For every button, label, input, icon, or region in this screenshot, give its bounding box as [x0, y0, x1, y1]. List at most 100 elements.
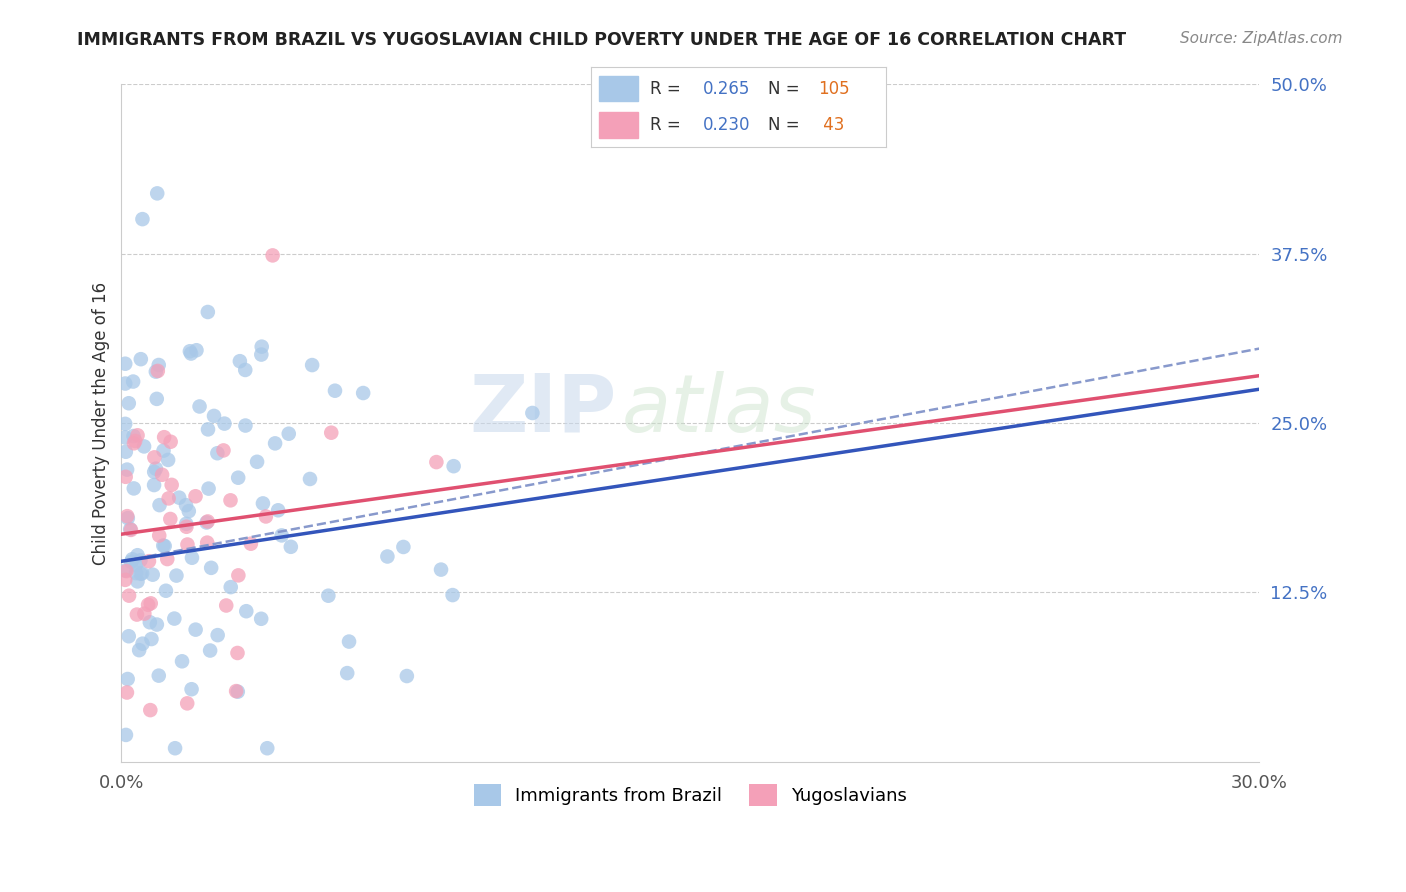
Point — [124, 434, 146, 448]
Point — [114, 357, 136, 371]
Point — [115, 564, 138, 578]
Point — [336, 666, 359, 681]
Text: 105: 105 — [818, 79, 849, 97]
Point — [277, 426, 299, 441]
Point — [215, 599, 238, 613]
Point — [148, 498, 170, 512]
Y-axis label: Child Poverty Under the Age of 16: Child Poverty Under the Age of 16 — [93, 282, 110, 565]
Point — [155, 583, 177, 598]
Point — [122, 429, 145, 443]
Point — [159, 512, 181, 526]
Point — [142, 567, 165, 582]
Point — [184, 489, 207, 503]
Point — [141, 632, 163, 646]
Point — [145, 461, 167, 475]
Point — [163, 611, 186, 625]
Point — [143, 465, 166, 479]
Point — [115, 462, 138, 476]
Point — [246, 455, 269, 469]
Point — [267, 503, 290, 517]
Text: R =: R = — [650, 79, 686, 97]
Point — [207, 446, 229, 460]
Point — [298, 472, 321, 486]
Point — [177, 504, 200, 518]
Point — [117, 672, 139, 686]
Point — [165, 741, 187, 756]
Point — [229, 354, 252, 368]
Point — [153, 430, 176, 444]
Point — [118, 629, 141, 643]
Point — [443, 459, 465, 474]
Text: atlas: atlas — [621, 370, 817, 449]
Point — [152, 443, 174, 458]
Point — [146, 186, 169, 201]
Point — [219, 580, 242, 594]
Point — [301, 358, 323, 372]
Point — [262, 248, 284, 262]
Point — [254, 509, 277, 524]
Text: 0.230: 0.230 — [703, 116, 751, 134]
Point — [160, 478, 183, 492]
Point — [197, 422, 219, 436]
Point — [139, 703, 162, 717]
Point — [128, 643, 150, 657]
Point — [115, 509, 138, 524]
Point — [239, 537, 262, 551]
Point — [150, 467, 173, 482]
Point — [114, 430, 136, 444]
Point — [226, 684, 249, 698]
Point — [136, 598, 159, 612]
Text: Source: ZipAtlas.com: Source: ZipAtlas.com — [1180, 31, 1343, 46]
Point — [337, 634, 360, 648]
Point — [377, 549, 399, 564]
Point — [233, 363, 256, 377]
Point — [250, 612, 273, 626]
Text: 43: 43 — [818, 116, 844, 134]
Point — [117, 511, 139, 525]
Point — [125, 607, 148, 622]
Point — [129, 352, 152, 367]
Point — [129, 553, 152, 567]
Point — [270, 528, 292, 542]
Point — [176, 537, 198, 551]
Point — [188, 400, 211, 414]
Point — [197, 515, 219, 529]
Point — [148, 528, 170, 542]
Point — [195, 516, 218, 530]
Point — [146, 617, 169, 632]
Point — [134, 607, 156, 621]
Point — [120, 523, 142, 537]
Point — [395, 669, 418, 683]
Point — [118, 589, 141, 603]
Point — [157, 453, 180, 467]
Point — [114, 376, 136, 391]
Point — [120, 555, 142, 569]
Point — [148, 358, 170, 372]
Point — [125, 558, 148, 572]
Point — [186, 343, 208, 358]
Point — [235, 604, 257, 618]
Point — [131, 212, 153, 227]
Point — [152, 539, 174, 553]
Text: 0.265: 0.265 — [703, 79, 749, 97]
Point — [159, 434, 181, 449]
Point — [228, 568, 250, 582]
Point — [321, 425, 343, 440]
Point — [121, 552, 143, 566]
Point — [145, 392, 167, 406]
Point — [174, 498, 197, 512]
Text: R =: R = — [650, 116, 686, 134]
Point — [156, 552, 179, 566]
Point — [181, 550, 204, 565]
Point — [118, 396, 141, 410]
Text: N =: N = — [768, 116, 804, 134]
Point — [195, 535, 218, 549]
Point — [200, 561, 222, 575]
Point — [120, 522, 142, 536]
Point — [197, 305, 219, 319]
Point — [125, 566, 148, 580]
Point — [197, 482, 219, 496]
Point — [167, 491, 190, 505]
Point — [115, 728, 138, 742]
Point — [148, 668, 170, 682]
